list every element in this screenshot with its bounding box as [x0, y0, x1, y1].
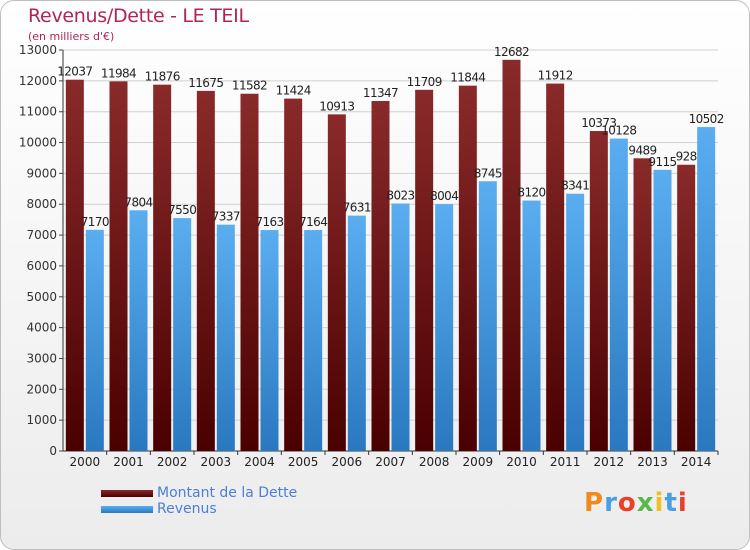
y-tick-label: 7000	[26, 228, 57, 242]
y-tick-label: 1000	[26, 413, 57, 427]
bar-revenus	[478, 181, 497, 452]
bar-revenus	[566, 193, 585, 452]
bar-label-dette: 9489	[628, 143, 656, 157]
bar-revenus	[391, 203, 410, 451]
x-tick-label: 2002	[157, 455, 188, 469]
bar-revenus	[522, 200, 541, 451]
x-tick-label: 2014	[681, 455, 712, 469]
x-tick-label: 2007	[375, 455, 406, 469]
chart-subtitle: (en milliers d'€)	[28, 30, 115, 43]
bar-label-revenus: 7550	[168, 203, 196, 217]
y-tick-label: 4000	[26, 321, 57, 335]
x-tick-label: 2001	[113, 455, 144, 469]
bar-label-dette: 11984	[101, 66, 136, 80]
bar-label-dette: 11844	[450, 71, 485, 85]
bar-dette	[327, 114, 346, 452]
bar-revenus	[129, 210, 148, 451]
bar-dette	[633, 158, 652, 451]
bar-label-revenus: 8120	[517, 186, 545, 200]
x-tick-label: 2013	[637, 455, 668, 469]
bar-label-dette: 12037	[57, 65, 92, 79]
x-tick-label: 2010	[506, 455, 537, 469]
y-tick-label: 6000	[26, 259, 57, 273]
bar-label-revenus: 7804	[124, 195, 152, 209]
bar-label-revenus: 7170	[81, 215, 109, 229]
y-tick-label: 10000	[19, 136, 57, 150]
bar-dette	[240, 93, 259, 452]
x-tick-label: 2005	[288, 455, 319, 469]
bar-label-revenus: 7163	[255, 215, 283, 229]
bar-revenus	[85, 229, 104, 451]
bar-label-dette: 12682	[494, 45, 529, 59]
bar-label-revenus: 10502	[689, 112, 724, 126]
legend-label-dette: Montant de la Dette	[157, 485, 298, 501]
bar-revenus	[260, 230, 279, 451]
x-tick-label: 2008	[419, 455, 450, 469]
bar-label-revenus: 8745	[474, 166, 502, 180]
bar-dette	[196, 90, 215, 451]
bar-revenus	[304, 230, 323, 451]
bar-label-dette: 928	[676, 150, 697, 164]
bar-dette	[284, 98, 303, 452]
bar-label-dette: 11424	[276, 84, 311, 98]
bar-label-revenus: 10128	[601, 124, 636, 138]
proxiti-logo: Proxiti	[584, 488, 688, 518]
x-tick-label: 2003	[201, 455, 232, 469]
bar-label-revenus: 8341	[561, 179, 589, 193]
bar-revenus	[347, 215, 366, 451]
y-tick-label: 8000	[26, 197, 57, 211]
y-tick-label: 2000	[26, 382, 57, 396]
x-tick-label: 2009	[463, 455, 494, 469]
bar-dette	[371, 100, 390, 451]
bar-label-dette: 11675	[188, 76, 223, 90]
legend-label-revenus: Revenus	[157, 501, 217, 517]
bar-label-revenus: 7164	[299, 215, 327, 229]
bar-dette	[109, 81, 128, 451]
bar-revenus	[216, 224, 235, 451]
x-tick-label: 2000	[70, 455, 101, 469]
legend-swatch-revenus	[101, 506, 153, 513]
bar-dette	[589, 131, 608, 452]
bar-dette	[546, 83, 565, 452]
bar-label-dette: 10913	[319, 99, 354, 113]
y-tick-label: 3000	[26, 351, 57, 365]
y-tick-label: 11000	[19, 105, 57, 119]
y-tick-label: 12000	[19, 74, 57, 88]
bar-label-revenus: 9115	[648, 155, 676, 169]
bar-label-dette: 10373	[581, 116, 616, 130]
x-tick-label: 2006	[332, 455, 363, 469]
bar-label-dette: 11709	[407, 75, 442, 89]
bar-dette	[415, 89, 434, 451]
bar-label-revenus: 7631	[343, 201, 371, 215]
bar-dette	[502, 59, 521, 451]
bar-label-dette: 11876	[145, 70, 180, 84]
legend-swatch-dette	[101, 490, 153, 497]
bar-label-revenus: 7337	[212, 210, 240, 224]
y-tick-label: 0	[49, 444, 57, 458]
bar-label-revenus: 8023	[386, 189, 414, 203]
y-tick-label: 5000	[26, 290, 57, 304]
bar-dette	[458, 85, 477, 452]
bar-label-dette: 11912	[538, 69, 573, 83]
y-tick-label: 13000	[19, 43, 57, 57]
bar-label-dette: 11582	[232, 79, 267, 93]
bar-revenus	[173, 218, 192, 451]
bar-revenus	[697, 127, 716, 451]
x-tick-label: 2012	[594, 455, 625, 469]
x-tick-label: 2011	[550, 455, 581, 469]
bar-dette	[65, 79, 84, 452]
bar-dette	[153, 84, 172, 451]
bar-revenus	[435, 204, 454, 451]
chart-title: Revenus/Dette - LE TEIL	[28, 5, 249, 27]
bar-label-dette: 11347	[363, 86, 398, 100]
bar-label-revenus: 8004	[430, 189, 458, 203]
x-tick-label: 2004	[244, 455, 275, 469]
bar-revenus	[609, 138, 628, 451]
y-tick-label: 9000	[26, 166, 57, 180]
bar-dette	[677, 164, 696, 452]
bar-revenus	[653, 169, 672, 451]
